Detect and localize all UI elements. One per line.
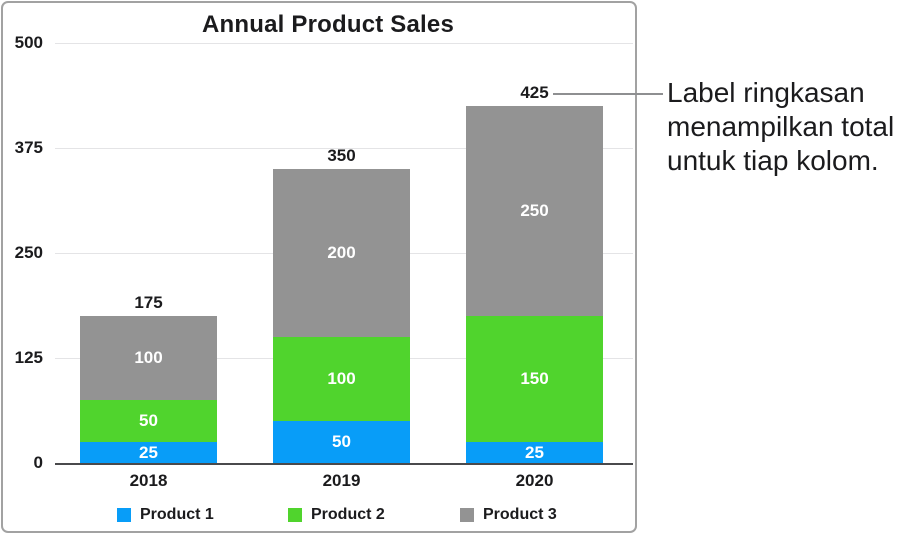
bar-segment: 25 [80,442,217,463]
segment-value-label: 100 [327,369,356,388]
segment-value-label: 100 [134,348,163,367]
chart-frame: Annual Product Sales 0 125 250 375 500 25 50 10… [1,1,637,533]
y-axis-tick-label: 0 [33,453,43,472]
total-label: 350 [327,146,356,165]
total-label: 175 [134,293,163,312]
bar-column-2018: 25 50 100 [80,316,217,463]
legend-label: Product 1 [140,506,214,523]
bar-segment: 50 [273,421,410,463]
bar-segment: 250 [466,106,603,316]
annotation-text: Label ringkasan menampilkan total untuk … [667,77,895,176]
segment-value-label: 150 [520,369,549,388]
y-axis-tick-label: 125 [14,348,43,367]
bar-column-2020: 25 150 250 [466,106,603,463]
legend-item-product-2: Product 2 [288,506,385,523]
segment-value-label: 250 [520,201,549,220]
legend-swatch [288,508,302,522]
bar-segment: 100 [80,316,217,400]
bar-segment: 100 [273,337,410,421]
x-axis-line [55,463,633,465]
legend-item-product-3: Product 3 [460,506,557,523]
bar-segment: 150 [466,316,603,442]
total-label: 425 [520,83,549,102]
y-axis-tick-label: 250 [14,243,43,262]
segment-value-label: 200 [327,243,356,262]
segment-value-label: 25 [139,442,158,462]
legend-label: Product 2 [311,506,385,523]
y-axis-tick-label: 500 [14,33,43,52]
bar-segment: 50 [80,400,217,442]
y-axis-tick-label: 375 [14,138,43,157]
chart-title: Annual Product Sales [201,11,455,38]
legend-label: Product 3 [483,506,557,523]
callout-line [553,93,663,95]
gridline-500 [55,43,633,44]
segment-value-label: 50 [139,411,158,430]
x-axis-category-label: 2018 [129,471,168,490]
segment-value-label: 50 [332,432,351,451]
bar-column-2019: 50 100 200 [273,169,410,463]
bar-segment: 25 [466,442,603,463]
legend-swatch [117,508,131,522]
gridline-375 [55,148,633,149]
legend-swatch [460,508,474,522]
segment-value-label: 25 [525,442,544,462]
legend-item-product-1: Product 1 [117,506,214,523]
x-axis-category-label: 2019 [322,471,361,490]
bar-segment: 200 [273,169,410,337]
x-axis-category-label: 2020 [515,471,554,490]
